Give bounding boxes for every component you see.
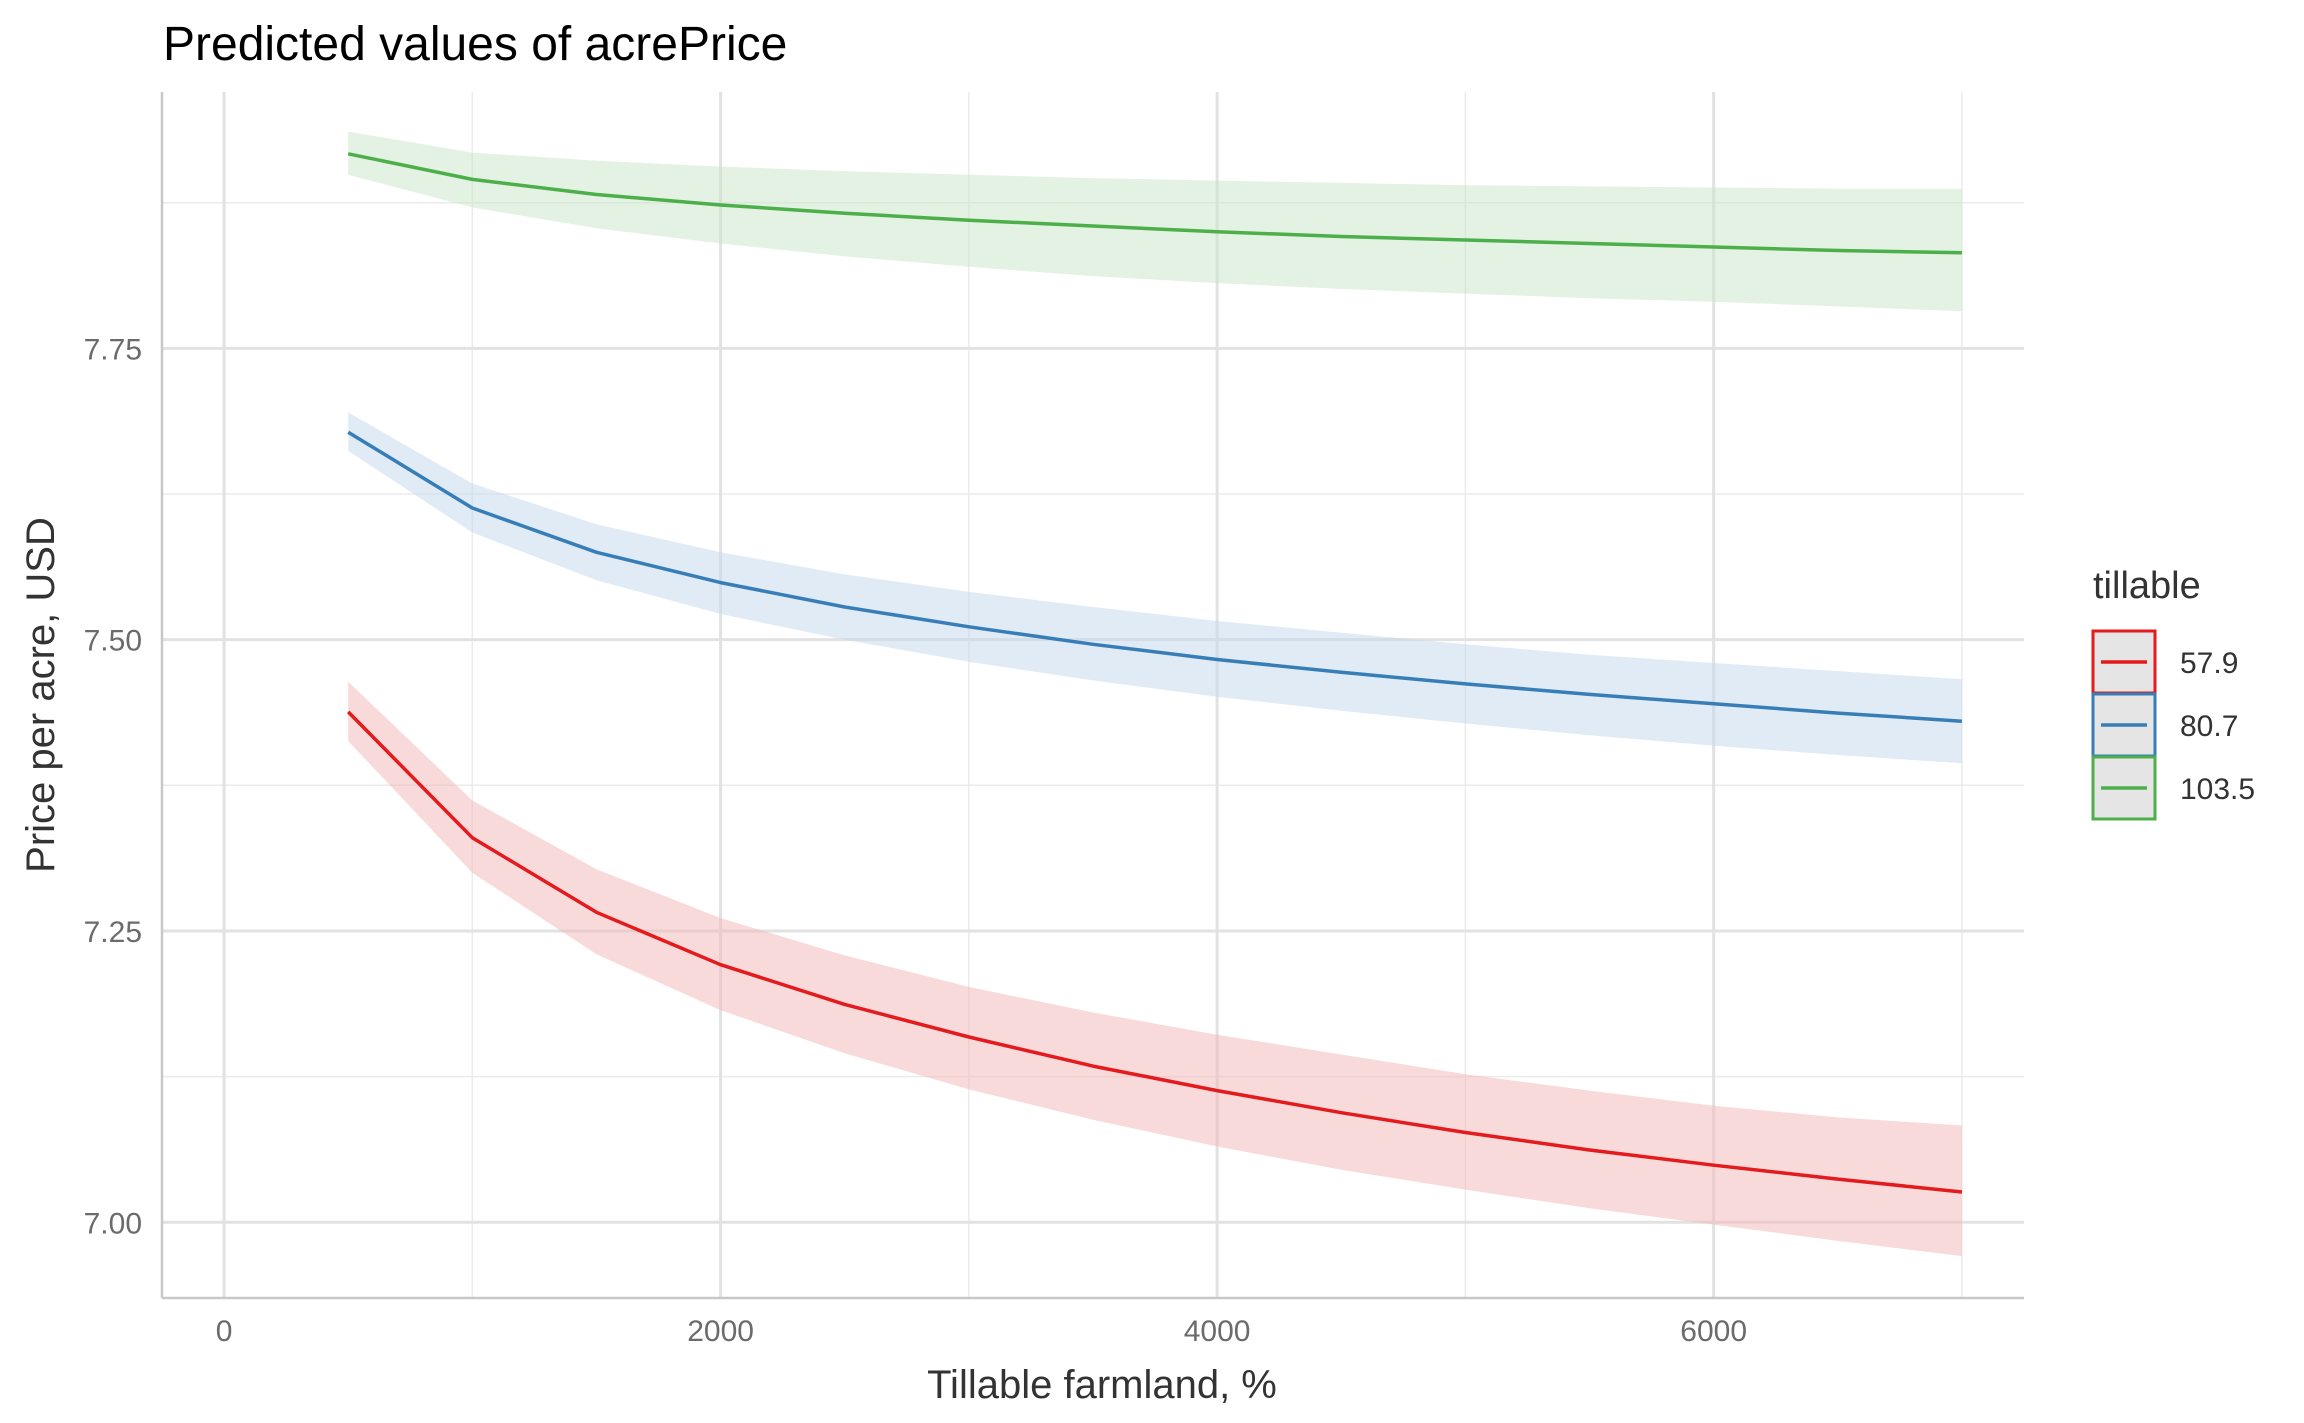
legend-label-80.7: 80.7 <box>2180 710 2238 743</box>
legend-label-103.5: 103.5 <box>2180 773 2255 806</box>
series-lines <box>346 152 1963 1194</box>
x-tick-label: 0 <box>216 1315 233 1348</box>
series-line-80.7 <box>347 430 1963 723</box>
y-tick-label: 7.25 <box>84 916 142 949</box>
axes <box>160 92 2024 1300</box>
series-line-57.9 <box>346 710 1963 1194</box>
x-tick-label: 2000 <box>687 1315 754 1348</box>
x-axis-title: Tillable farmland, % <box>927 1363 1277 1407</box>
x-tick-label: 6000 <box>1680 1315 1747 1348</box>
confidence-band-57.9 <box>348 681 1962 1257</box>
y-tick-label: 7.00 <box>84 1207 142 1240</box>
y-tick-label: 7.75 <box>84 333 142 366</box>
legend: tillable 57.9 80.7 103.5 <box>2091 565 2255 821</box>
confidence-band-103.5 <box>348 131 1962 312</box>
y-tick-label: 7.50 <box>84 625 142 658</box>
y-axis-title: Price per acre, USD <box>19 517 63 873</box>
tick-labels: 0 2000 4000 6000 7.00 7.25 7.50 7.75 <box>84 333 1747 1348</box>
confidence-band-80.7 <box>348 412 1962 764</box>
series-line-103.5 <box>347 152 1962 255</box>
chart-title: Predicted values of acrePrice <box>163 18 787 71</box>
x-tick-label: 4000 <box>1184 1315 1251 1348</box>
legend-title: tillable <box>2093 565 2201 607</box>
confidence-bands <box>348 131 1962 1257</box>
legend-label-57.9: 57.9 <box>2180 647 2238 680</box>
